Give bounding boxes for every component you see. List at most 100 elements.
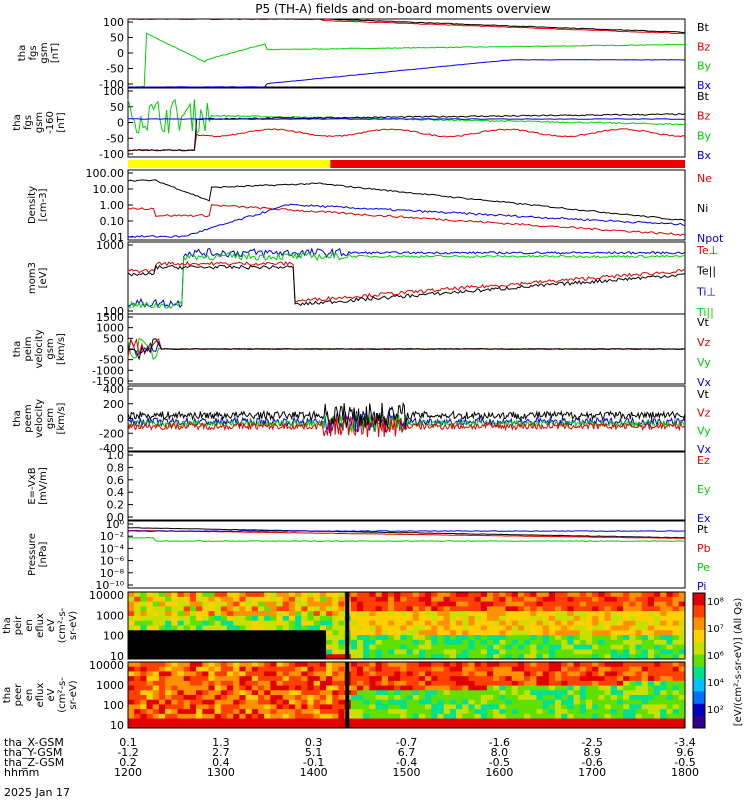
heatmap-cell [660,654,667,660]
heatmap-cell [530,654,537,660]
heatmap-cell [208,630,216,636]
heatmap-cell [270,611,278,617]
series-tipar [127,251,686,309]
heatmap-cell [449,654,457,660]
heatmap-cell [288,713,296,720]
heatmap-cell [171,680,179,687]
heatmap-cell [511,649,519,655]
legend-vy: Vy [697,425,711,438]
heatmap-cell [654,644,661,650]
heatmap-cell [326,713,333,720]
heatmap-cell [443,625,451,631]
heatmap-cell [548,718,556,724]
heatmap-cell [598,695,606,701]
heatmap-cell [363,644,370,650]
mode-bar-segment [330,160,685,168]
heatmap-cell [202,611,209,617]
heatmap-cell [499,695,507,701]
heatmap-cell [573,685,581,691]
heatmap-cell [561,649,568,655]
heatmap-cell [282,666,290,672]
heatmap-cell [623,654,630,660]
heatmap-cell [220,592,228,598]
heatmap-cell [530,709,537,715]
heatmap-cell [672,723,680,729]
heatmap-cell [214,654,222,660]
heatmap-cell [610,596,618,603]
heatmap-cell [672,596,680,603]
heatmap-cell [332,649,339,655]
heatmap-cell [629,676,636,682]
heatmap-cell [499,654,507,660]
heatmap-cell [183,620,191,626]
heatmap-cell [567,671,575,677]
heatmap-cell [171,718,179,724]
heatmap-cell [542,699,550,705]
heatmap-cell [647,630,655,636]
heatmap-cell [610,630,618,636]
heatmap-cell [363,606,370,612]
heatmap-cell [629,635,636,641]
heatmap-cell [307,615,315,622]
heatmap-cell [295,649,302,655]
heatmap-cell [307,620,315,626]
heatmap-cell [536,620,544,626]
heatmap-cell [592,592,599,598]
heatmap-cell [592,644,599,650]
heatmap-cell [356,723,364,729]
heatmap-cell [585,601,593,607]
heatmap-cell [264,685,271,691]
heatmap-cell [499,699,507,705]
heatmap-cell [468,713,476,720]
heatmap-cell [227,704,234,710]
x-tick-label: 0.4 [212,756,230,769]
heatmap-cell [183,662,191,668]
heatmap-cell [288,699,296,705]
heatmap-cell [326,704,333,710]
heatmap-cell [202,671,209,677]
heatmap-cell [264,690,271,696]
heatmap-cell [227,680,234,687]
heatmap-cell [616,676,624,682]
heatmap-cell [511,606,519,612]
heatmap-cell [394,639,401,646]
heatmap-cell [338,630,346,636]
heatmap-cell [245,690,253,696]
heatmap-cell [660,676,667,682]
heatmap-cell [456,654,463,660]
heatmap-cell [505,601,513,607]
heatmap-cell [493,680,500,687]
heatmap-cell [214,713,222,720]
heatmap-cell [208,649,216,655]
heatmap-cell [517,690,525,696]
heatmap-cell [517,615,525,622]
heatmap-cell [400,713,407,720]
heatmap-cell [412,654,420,660]
heatmap-cell [196,630,203,636]
y-tick-label: -400 [99,442,124,455]
heatmap-cell [394,695,401,701]
heatmap-cell [282,723,290,729]
heatmap-cell [530,601,537,607]
y-tick-label: 0 [117,117,124,130]
y-tick-label: 100 [103,630,124,643]
heatmap-cell [202,592,209,598]
heatmap-cell [220,654,228,660]
legend-bt: Bt [697,90,710,103]
heatmap-cell [276,620,284,626]
heatmap-cell [579,680,587,687]
heatmap-cell [437,666,445,672]
heatmap-cell [425,713,432,720]
heatmap-cell [282,709,290,715]
heatmap-cell [369,606,377,612]
heatmap-cell [524,639,531,646]
heatmap-cell [654,654,661,660]
heatmap-cell [629,639,636,646]
heatmap-cell [214,718,222,724]
heatmap-cell [517,713,525,720]
heatmap-cell [146,690,154,696]
heatmap-cell [678,601,686,607]
heatmap-cell [251,680,259,687]
heatmap-cell [326,596,333,603]
heatmap-cell [208,596,216,603]
